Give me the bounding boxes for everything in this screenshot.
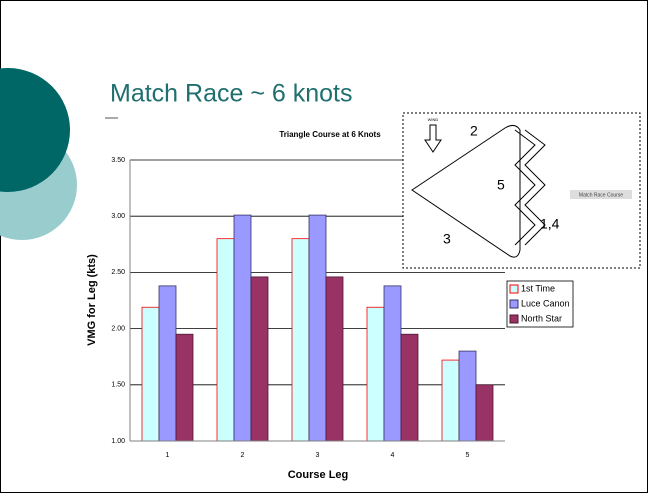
y-tick-label: 1.00 bbox=[111, 438, 125, 445]
bar bbox=[442, 360, 459, 441]
bar bbox=[459, 351, 476, 441]
x-tick-label: 3 bbox=[316, 452, 320, 459]
x-tick-label: 5 bbox=[466, 452, 470, 459]
leg-label: 2 bbox=[470, 123, 478, 139]
x-axis-label: Course Leg bbox=[288, 469, 349, 481]
bar bbox=[384, 286, 401, 441]
slide-title: Match Race ~ 6 knots bbox=[110, 80, 352, 108]
y-tick-label: 3.50 bbox=[111, 157, 125, 164]
legend-label: Luce Canon bbox=[521, 298, 570, 308]
leg-label: 5 bbox=[497, 177, 505, 193]
y-tick-label: 1.50 bbox=[111, 382, 125, 389]
leg-label: 1,4 bbox=[540, 216, 560, 232]
course-diagram: WIND 2 5 3 1,4 Match Race Course bbox=[403, 113, 640, 268]
x-tick-label: 2 bbox=[241, 452, 245, 459]
y-axis-label: VMG for Leg (kts) bbox=[86, 254, 98, 346]
y-tick-label: 2.00 bbox=[111, 325, 125, 332]
y-tick-label: 2.50 bbox=[111, 269, 125, 276]
bar bbox=[234, 215, 251, 441]
slide: Match Race ~ 6 knots Triangle Course at … bbox=[0, 0, 648, 493]
bar bbox=[159, 286, 176, 441]
legend-label: North Star bbox=[521, 313, 562, 323]
legend-label: 1st Time bbox=[521, 283, 555, 293]
bar bbox=[476, 385, 493, 441]
legend-swatch bbox=[510, 300, 518, 308]
bar bbox=[401, 334, 418, 441]
bar bbox=[326, 277, 343, 441]
bar bbox=[142, 307, 159, 441]
x-tick-label: 4 bbox=[391, 452, 395, 459]
bar bbox=[251, 277, 268, 441]
legend-swatch bbox=[510, 315, 518, 323]
wind-label: WIND bbox=[428, 117, 439, 122]
diagram-caption: Match Race Course bbox=[579, 192, 623, 198]
bar bbox=[292, 239, 309, 441]
y-tick-label: 3.00 bbox=[111, 213, 125, 220]
x-tick-label: 1 bbox=[166, 452, 170, 459]
leg-label: 3 bbox=[443, 231, 451, 247]
bar bbox=[367, 307, 384, 441]
bar bbox=[217, 239, 234, 441]
bar bbox=[309, 215, 326, 441]
bar bbox=[176, 334, 193, 441]
legend-swatch bbox=[510, 285, 518, 293]
chart-title: Triangle Course at 6 Knots bbox=[279, 130, 381, 139]
